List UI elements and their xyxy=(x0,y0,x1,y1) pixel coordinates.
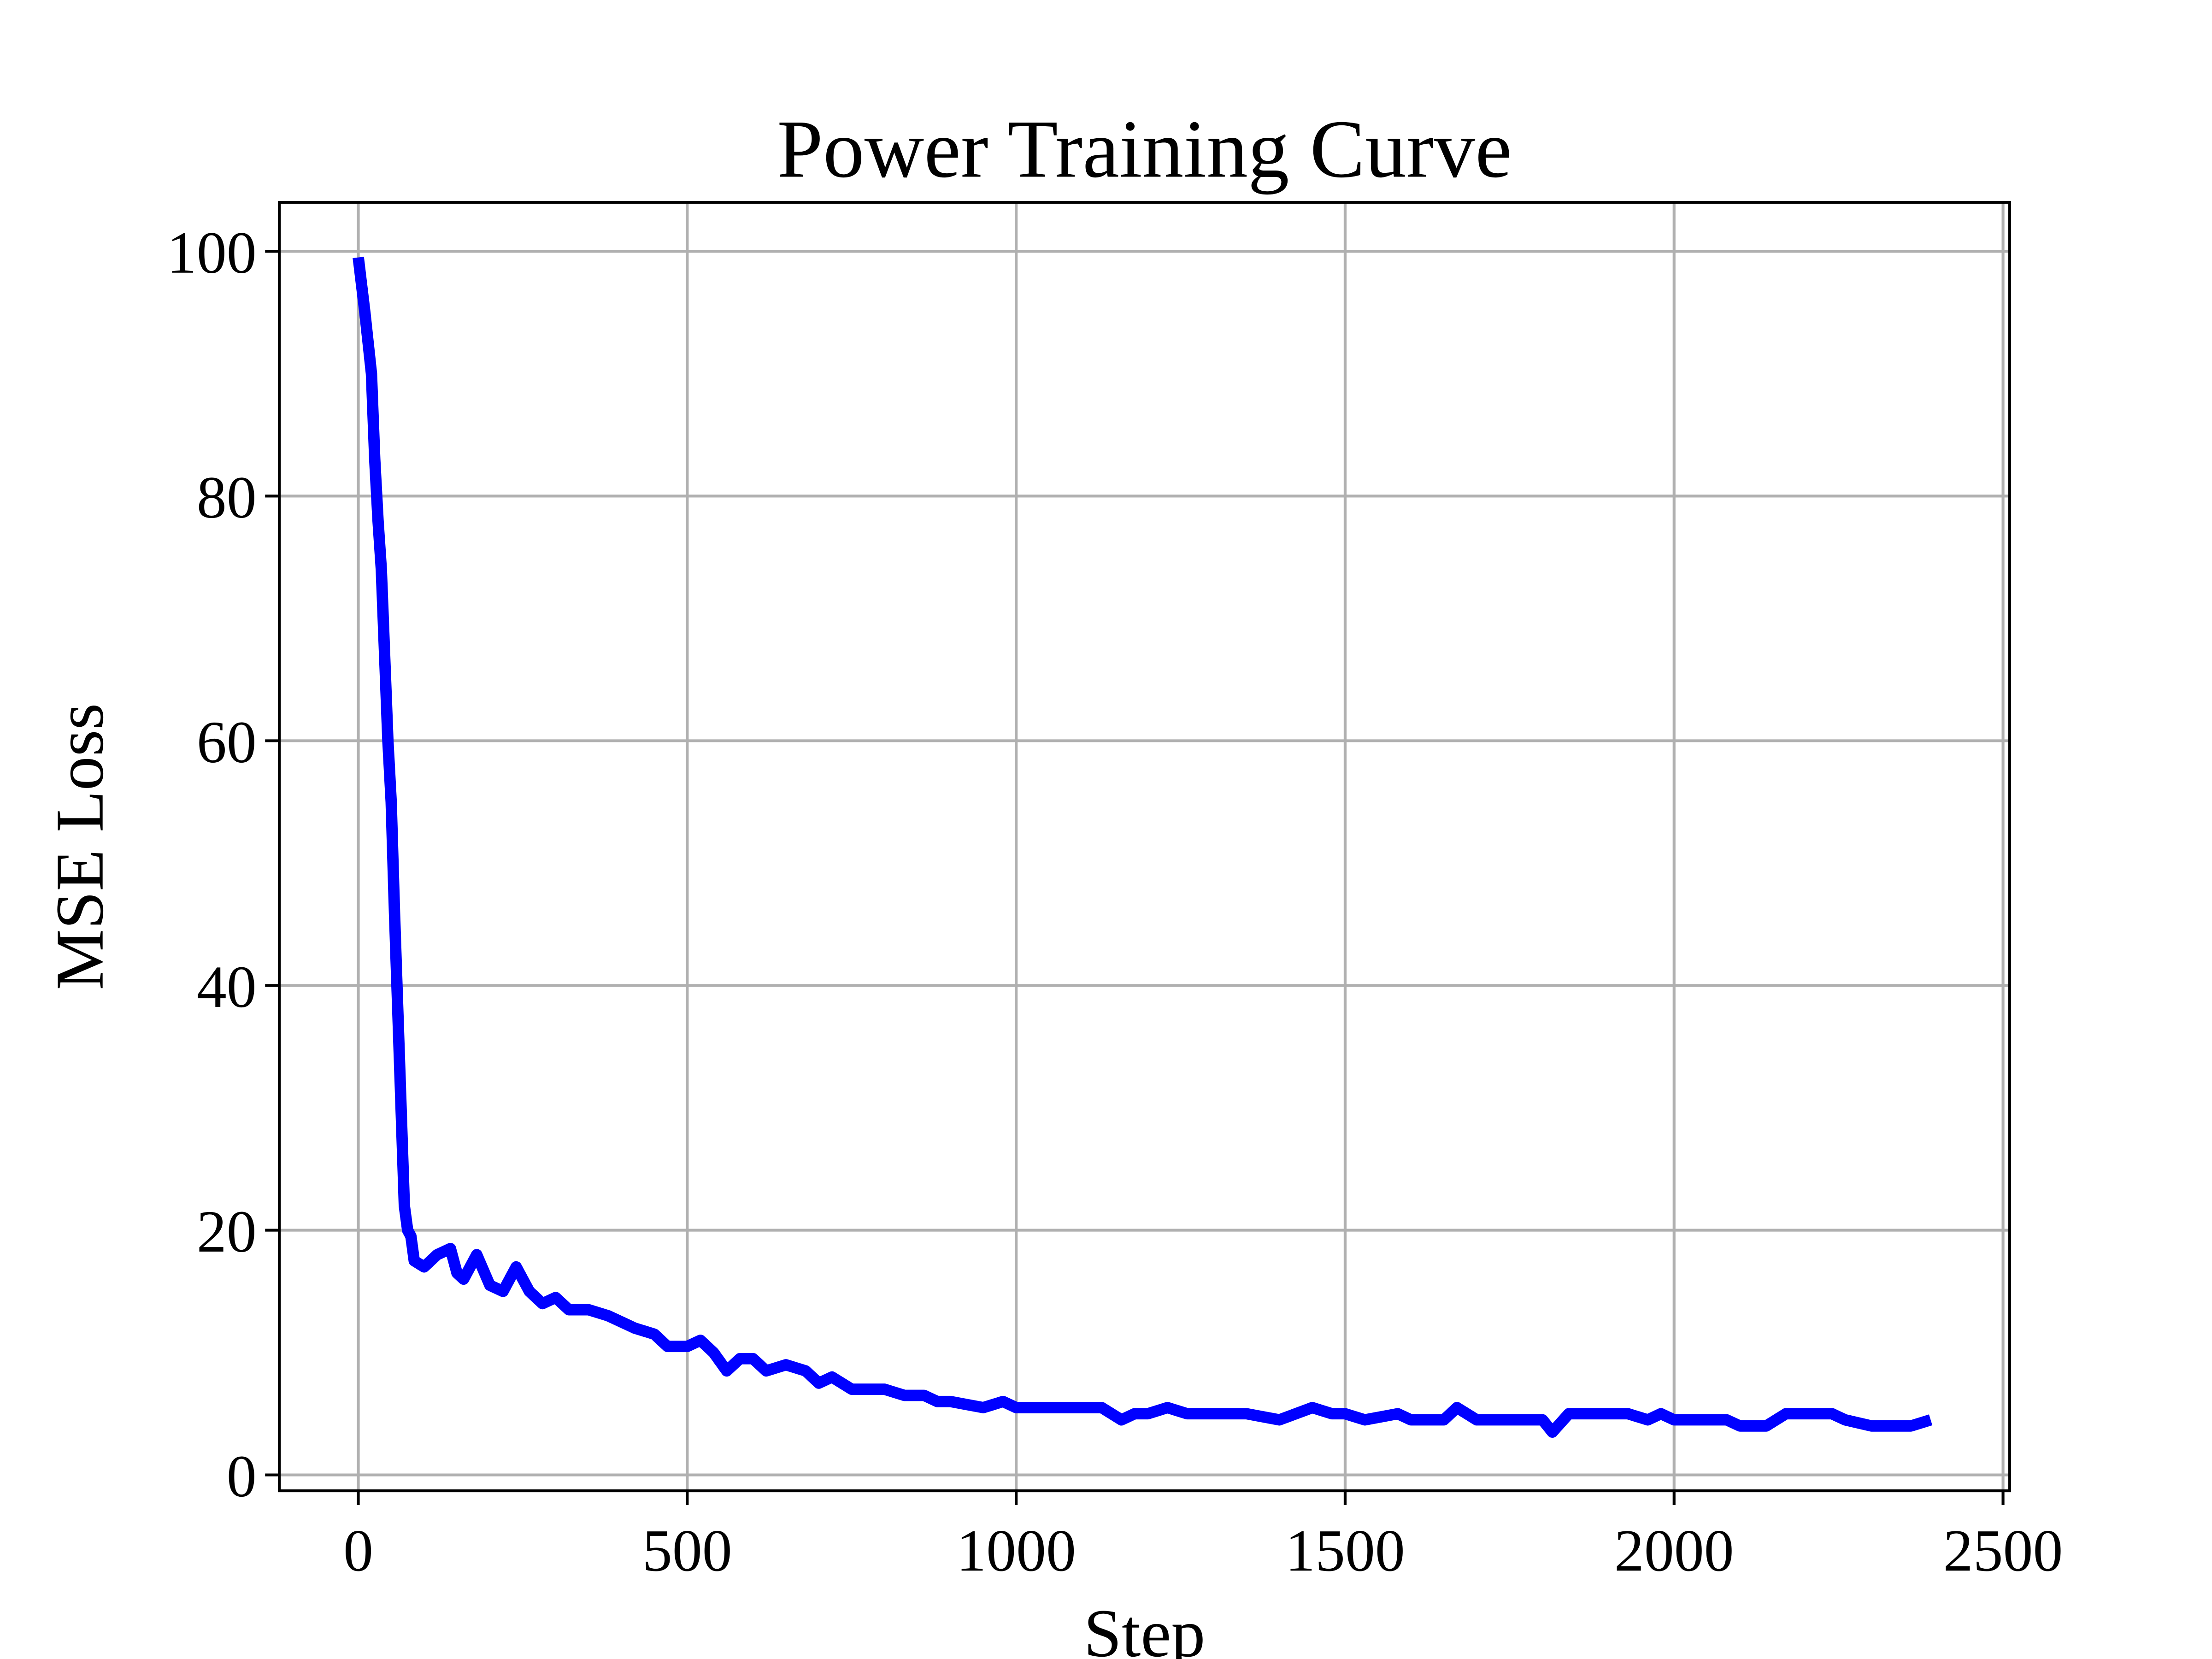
x-tick-label: 2500 xyxy=(1943,1518,2063,1584)
x-tick-label: 1500 xyxy=(1285,1518,1405,1584)
x-axis-label: Step xyxy=(1084,1596,1206,1659)
x-tick-label: 0 xyxy=(343,1518,373,1584)
x-tick-label: 500 xyxy=(642,1518,732,1584)
x-tick-label: 2000 xyxy=(1614,1518,1734,1584)
data-line xyxy=(353,257,1933,1438)
y-tick-label: 60 xyxy=(197,709,257,776)
y-tick-label: 0 xyxy=(227,1443,257,1510)
y-axis-label: MSE Loss xyxy=(42,703,118,990)
y-tick-label: 80 xyxy=(197,465,257,531)
plot-frame xyxy=(278,201,2011,1493)
x-tick-label: 1000 xyxy=(956,1518,1076,1584)
chart-title: Power Training Curve xyxy=(777,103,1512,195)
y-tick-label: 100 xyxy=(167,220,257,286)
y-tick-label: 40 xyxy=(197,954,257,1020)
y-tick-label: 20 xyxy=(197,1199,257,1265)
